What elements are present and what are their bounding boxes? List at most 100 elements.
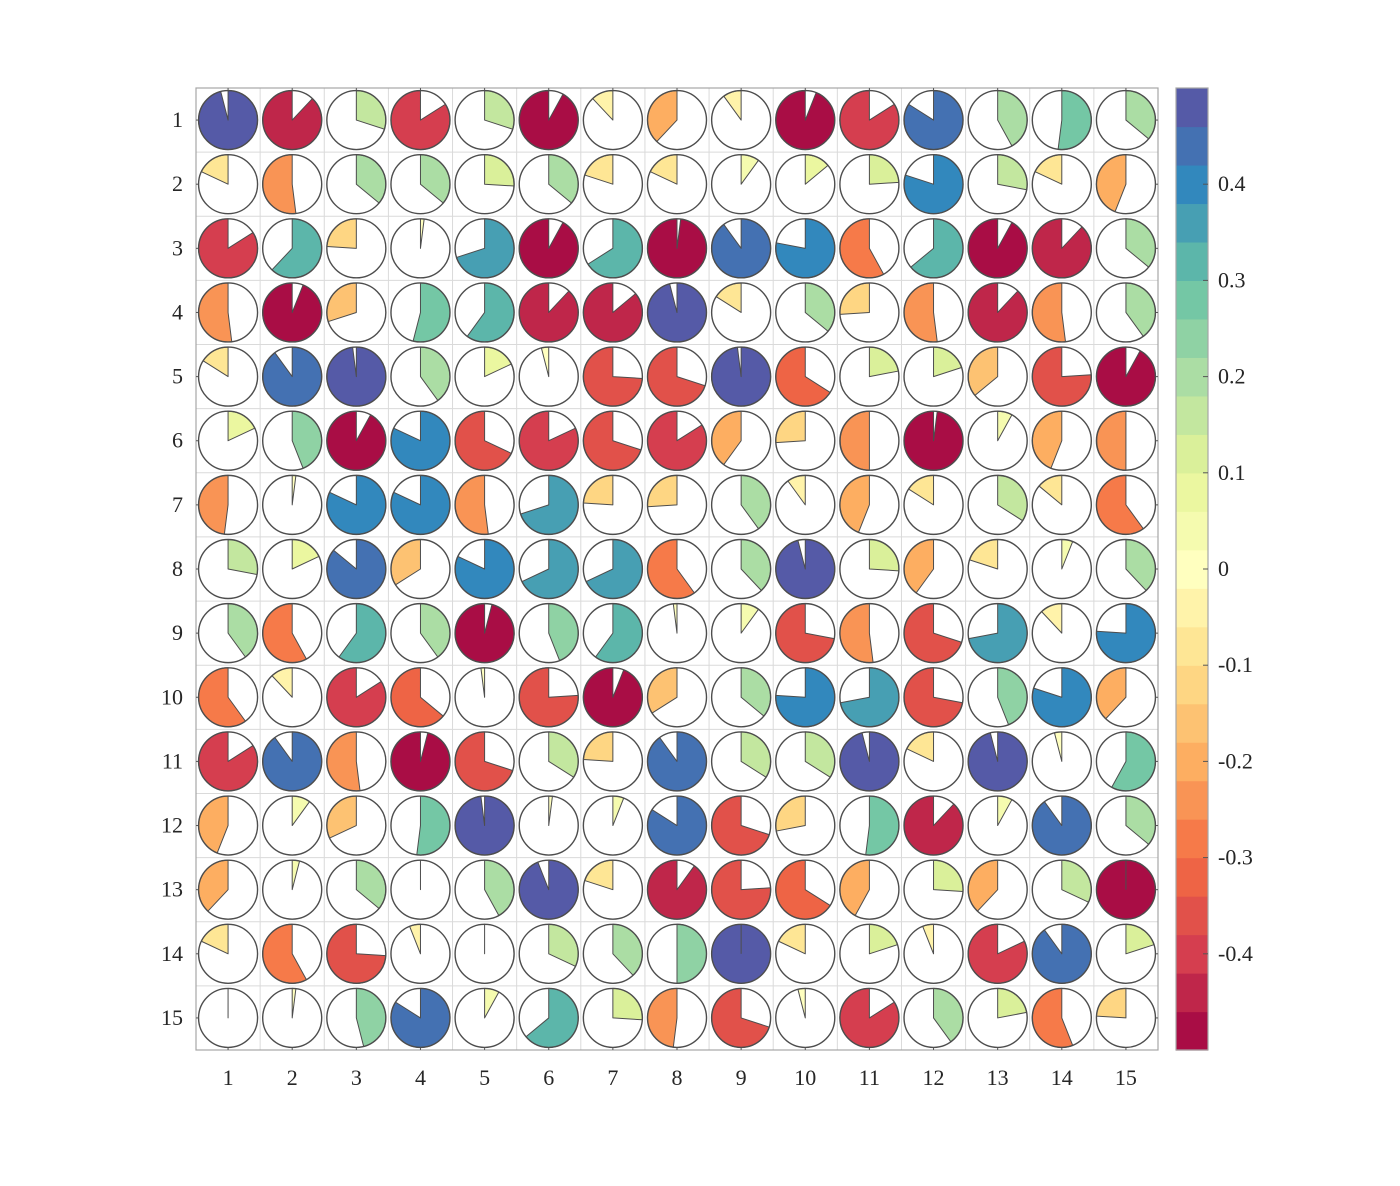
pie-cell <box>1096 347 1155 406</box>
y-tick-label: 2 <box>172 171 183 196</box>
pie-cell <box>455 732 514 791</box>
pie-cell <box>1032 924 1091 983</box>
pie-cell <box>1032 604 1091 663</box>
x-tick-label: 4 <box>415 1065 426 1090</box>
pie-cell <box>1032 411 1091 470</box>
pie-cell <box>904 540 963 599</box>
pie-cell <box>327 347 386 406</box>
colorbar-segment <box>1176 242 1208 281</box>
pie-cell <box>1032 155 1091 214</box>
pie-cell <box>583 924 642 983</box>
pie-cell <box>519 475 578 534</box>
pie-cell <box>1096 796 1155 855</box>
pie-cell <box>199 219 258 278</box>
pie-cell <box>840 604 899 663</box>
pie-cell <box>263 604 322 663</box>
pie-cell <box>455 283 514 342</box>
pie-cell <box>455 411 514 470</box>
pie-cell <box>455 219 514 278</box>
pie-cell <box>776 219 835 278</box>
pie-cell <box>648 347 707 406</box>
pie-cell <box>519 924 578 983</box>
colorbar-segment <box>1176 396 1208 435</box>
pie-cell <box>199 91 258 150</box>
pie-cell <box>263 860 322 919</box>
colorbar-segment <box>1176 819 1208 858</box>
pie-cell <box>583 988 642 1047</box>
pie-cell <box>263 732 322 791</box>
pie-cell <box>840 796 899 855</box>
pie-cell <box>1096 860 1155 919</box>
colorbar-segment <box>1176 434 1208 473</box>
pie-cell <box>647 283 706 342</box>
pie-cell <box>1096 668 1155 727</box>
pie-cell <box>712 668 771 727</box>
colorbar-segment <box>1176 473 1208 512</box>
y-tick-label: 15 <box>161 1005 183 1030</box>
pie-cell <box>327 411 386 470</box>
pie-cell <box>840 924 899 983</box>
pie-cell <box>583 668 642 727</box>
pie-cell <box>904 91 963 150</box>
pie-cell <box>327 219 386 278</box>
pie-cell <box>904 155 963 214</box>
pie-cell <box>840 860 899 919</box>
pie-cell <box>904 732 963 791</box>
pie-cell <box>455 91 514 150</box>
x-tick-label: 10 <box>794 1065 816 1090</box>
pie-cell <box>327 860 386 919</box>
pie-cell <box>263 988 322 1047</box>
pie-cell <box>583 91 642 150</box>
y-tick-label: 9 <box>172 620 183 645</box>
pie-cell <box>1096 604 1155 663</box>
pie-cell <box>840 91 899 150</box>
pie-cell <box>712 796 771 855</box>
pie-cell <box>712 475 771 534</box>
colorbar-segment <box>1176 704 1208 743</box>
pie-cell <box>519 155 578 214</box>
pie-cell <box>327 796 386 855</box>
pie-cell <box>904 411 963 470</box>
pie-cell <box>455 604 514 663</box>
colorbar-tick-label: 0.2 <box>1218 364 1246 389</box>
colorbar-segment <box>1176 511 1208 550</box>
pie-cell <box>327 668 386 727</box>
pie-cell <box>391 988 450 1047</box>
colorbar-tick-label: -0.1 <box>1218 652 1253 677</box>
pie-cell <box>583 540 642 599</box>
x-tick-label: 3 <box>351 1065 362 1090</box>
pie-cell <box>968 155 1027 214</box>
pie-cell <box>391 475 450 534</box>
pie-cell <box>327 91 386 150</box>
x-tick-label: 1 <box>223 1065 234 1090</box>
pie-cell <box>1096 732 1155 791</box>
pie-cell <box>391 604 450 663</box>
pie-cell <box>391 796 450 855</box>
pie-cell <box>1032 283 1091 342</box>
pie-cell <box>776 91 835 150</box>
pie-cell <box>776 347 835 406</box>
x-tick-label: 12 <box>923 1065 945 1090</box>
pie-cell <box>391 732 450 791</box>
pie-cell <box>583 732 642 791</box>
pie-cell <box>1096 924 1155 983</box>
pie-cell <box>455 988 514 1047</box>
x-tick-label: 2 <box>287 1065 298 1090</box>
pie-cell <box>776 988 835 1047</box>
pie-cell <box>391 860 450 919</box>
pie-cell <box>1096 475 1155 534</box>
pie-cell <box>904 860 963 919</box>
pie-cell <box>455 924 514 983</box>
pie-cell <box>583 283 642 342</box>
colorbar-tick-label: 0.4 <box>1218 171 1246 196</box>
colorbar-segment <box>1176 126 1208 165</box>
pie-cell <box>904 475 963 534</box>
pie-cell <box>904 796 963 855</box>
pie-cell <box>391 924 450 983</box>
pie-cell <box>904 219 963 278</box>
pie-cell <box>648 411 707 470</box>
pie-cell <box>583 411 642 470</box>
pie-cell <box>968 347 1027 406</box>
pie-cell <box>327 604 386 663</box>
